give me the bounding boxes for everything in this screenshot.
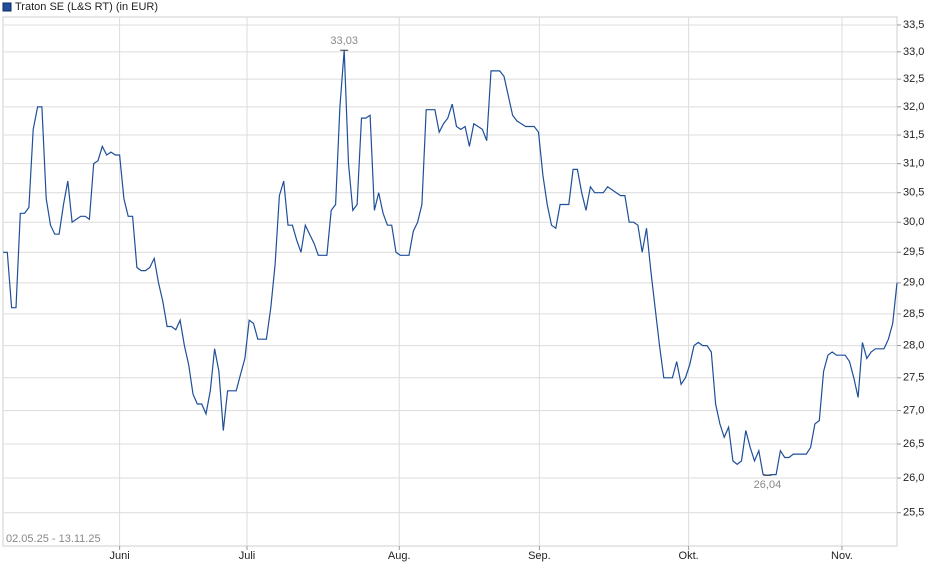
y-tick-label: 26,5 — [903, 438, 924, 450]
price-line — [3, 50, 898, 476]
y-tick-label: 27,5 — [903, 372, 924, 384]
y-tick-label: 28,0 — [903, 339, 924, 351]
x-tick-label: Juli — [239, 550, 256, 562]
y-tick-label: 30,0 — [903, 216, 924, 228]
date-range: 02.05.25 - 13.11.25 — [6, 533, 101, 545]
y-tick-label: 31,0 — [903, 158, 924, 170]
y-tick-label: 33,0 — [903, 46, 924, 58]
y-tick-label: 29,0 — [903, 277, 924, 289]
y-tick-label: 26,0 — [903, 472, 924, 484]
y-tick-label: 28,5 — [903, 308, 924, 320]
chart-title: Traton SE (L&S RT) (in EUR) — [15, 1, 158, 13]
x-tick-label: Aug. — [388, 550, 411, 562]
max-label: 33,03 — [330, 35, 358, 47]
plot-frame — [2, 16, 898, 547]
y-tick-label: 27,0 — [903, 404, 924, 416]
legend-swatch — [2, 2, 12, 12]
x-tick-label: Okt. — [679, 550, 699, 562]
y-tick-label: 32,0 — [903, 101, 924, 113]
min-label: 26,04 — [754, 479, 782, 491]
y-tick-label: 31,5 — [903, 129, 924, 141]
y-tick-label: 25,5 — [903, 507, 924, 519]
x-tick-label: Juni — [110, 550, 130, 562]
y-tick-label: 30,5 — [903, 187, 924, 199]
x-tick-label: Sep. — [528, 550, 551, 562]
y-tick-label: 29,5 — [903, 246, 924, 258]
y-tick-label: 32,5 — [903, 73, 924, 85]
y-tick-label: 33,5 — [903, 19, 924, 31]
x-tick-label: Nov. — [831, 550, 853, 562]
